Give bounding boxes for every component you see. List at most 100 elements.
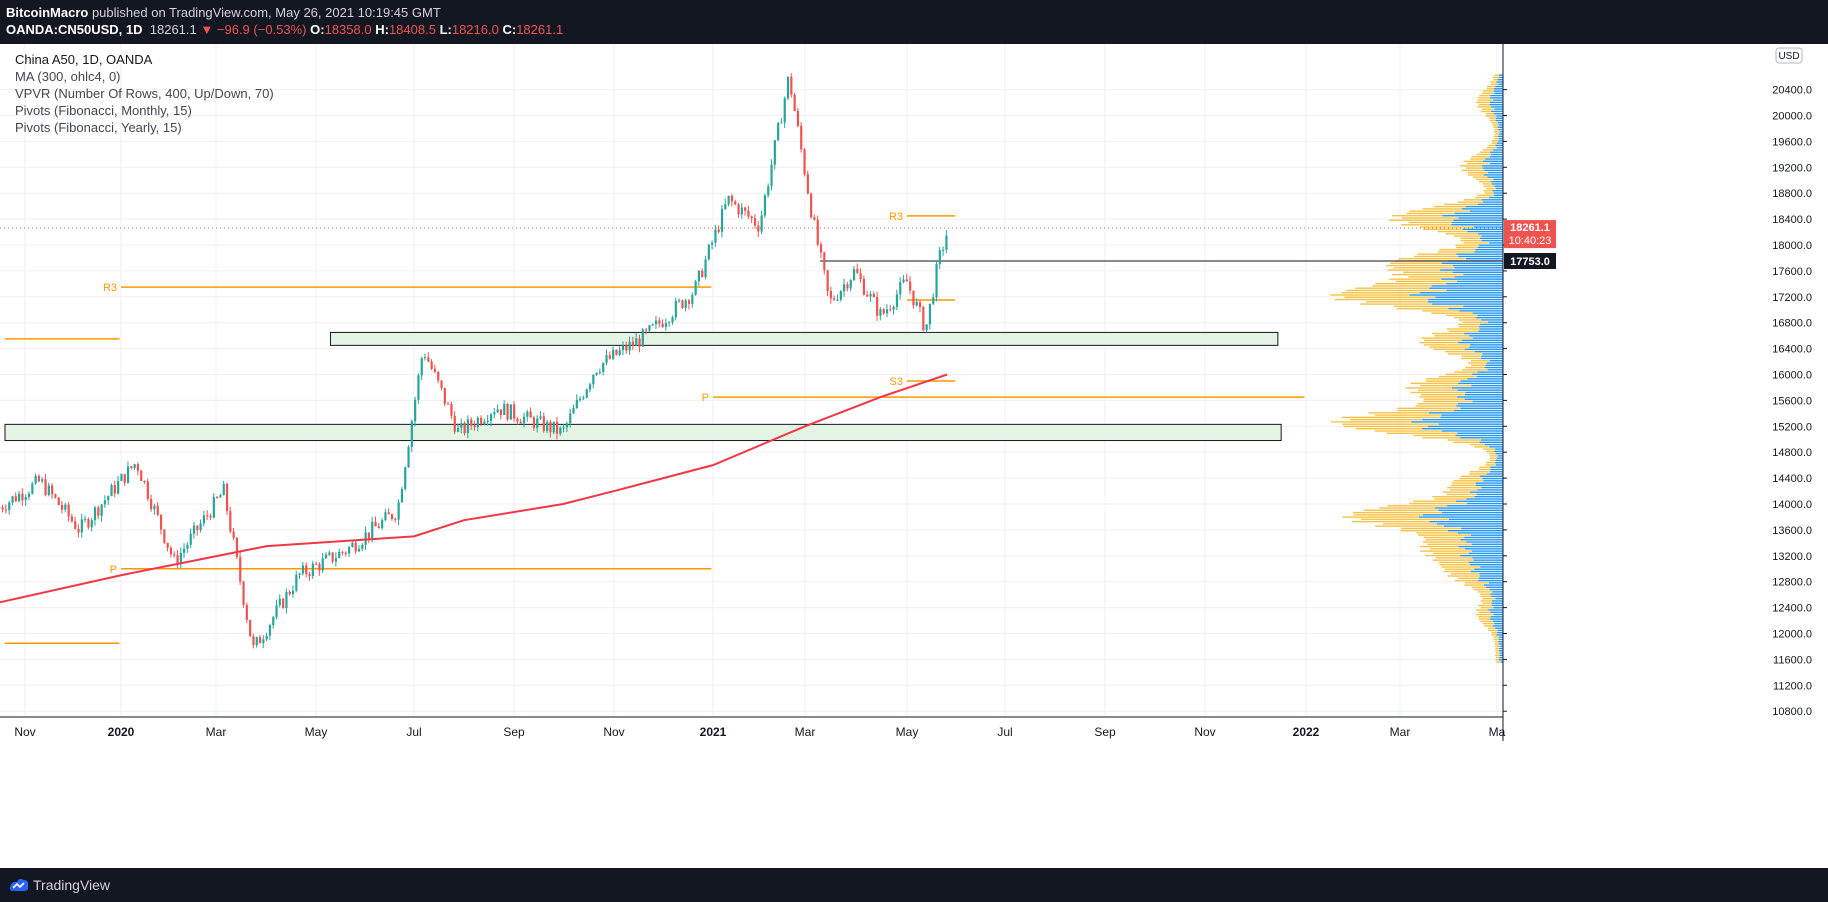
volume-profile-bar-up [1500, 645, 1503, 647]
candle-body [734, 201, 737, 205]
candle-body [90, 520, 93, 528]
candle-body [113, 484, 116, 494]
volume-profile-bar-up [1476, 316, 1503, 319]
volume-profile-bar-up [1457, 532, 1503, 534]
high-value: 18408.5 [388, 22, 436, 37]
volume-profile-bar-up [1499, 74, 1503, 76]
volume-profile-bar-up [1409, 294, 1503, 296]
volume-profile-bar-down [1491, 140, 1499, 142]
price-tick-label: 13200.0 [1772, 551, 1812, 563]
volume-profile-bar-up [1494, 185, 1503, 187]
candle-body [189, 533, 192, 545]
candle-body [678, 300, 681, 302]
pivot-label: R3 [103, 282, 117, 294]
volume-profile-bar-down [1434, 335, 1470, 337]
candle-body [225, 483, 229, 512]
volume-profile-bar-up [1469, 335, 1503, 337]
volume-profile-bar-up [1432, 303, 1503, 305]
candle-body [159, 514, 163, 530]
volume-profile-bar-up [1441, 278, 1503, 280]
support-zone[interactable] [329, 331, 1279, 346]
candle-body [559, 427, 562, 434]
volume-profile-bar-up [1493, 178, 1503, 181]
open-value: 18358.0 [324, 22, 372, 37]
time-tick-label: Mar [795, 725, 816, 739]
legend-indicator-vpvr[interactable]: VPVR (Number Of Rows, 400, Up/Down, 70) [15, 86, 274, 101]
volume-profile-bar-down [1344, 296, 1436, 298]
volume-profile-bar-up [1499, 652, 1503, 654]
volume-profile-bar-up [1456, 405, 1503, 407]
chart-area[interactable]: R3 P P R3 S3 10800.0 11200.0 11600.0 12000.0 1240… [0, 44, 1828, 868]
volume-profile-bar-down [1425, 380, 1461, 382]
currency-badge[interactable] [1775, 47, 1803, 64]
volume-profile-bar-up [1493, 607, 1503, 609]
volume-profile-bar-up [1491, 183, 1503, 185]
volume-profile-bar-up [1489, 360, 1503, 362]
volume-profile-bar-up [1489, 156, 1503, 158]
candle-body [905, 279, 908, 282]
volume-profile-bar-up [1470, 344, 1503, 346]
candle-body [852, 268, 856, 281]
candle-body [836, 299, 839, 301]
volume-profile-bar-up [1486, 362, 1503, 364]
candle-body [420, 358, 423, 376]
volume-profile-bar-up [1481, 165, 1503, 167]
volume-profile-bar-down [1410, 391, 1466, 394]
volume-profile-bar-down [1489, 455, 1498, 457]
volume-profile-bar-down [1453, 441, 1480, 444]
volume-profile-bar-down [1420, 226, 1474, 228]
volume-profile-bar-up [1466, 498, 1503, 500]
volume-profile-bar-up [1479, 573, 1503, 575]
volume-profile-bar-down [1482, 448, 1496, 450]
volume-profile-bar-down [1493, 131, 1500, 133]
candle-body [110, 484, 113, 497]
volume-profile-bar-down [1482, 622, 1495, 625]
volume-profile-bar-up [1474, 496, 1503, 498]
volume-profile-bar-down [1414, 255, 1459, 258]
last-price-badge [1504, 220, 1556, 249]
volume-profile-bar-up [1481, 235, 1503, 237]
price-tick-label: 12800.0 [1772, 577, 1812, 589]
volume-profile-bar-down [1466, 162, 1490, 165]
volume-profile-bar-up [1491, 602, 1503, 604]
candle-body [539, 416, 542, 419]
legend-indicator-ma[interactable]: MA (300, ohlc4, 0) [15, 69, 121, 84]
volume-profile-bar-up [1500, 661, 1503, 663]
candle-body [136, 464, 140, 471]
candle-body [628, 341, 631, 351]
candle-body [707, 244, 710, 260]
volume-profile-bar-up [1460, 437, 1503, 439]
candle-body [803, 149, 806, 175]
pivot-label: P [110, 564, 117, 576]
volume-profile-bar-down [1423, 398, 1465, 400]
volume-profile-bar-down [1491, 142, 1497, 144]
footer-brand[interactable]: TradingView [33, 877, 111, 893]
candle-body [216, 496, 219, 498]
price-chart[interactable]: R3 P P R3 S3 10800.0 11200.0 11600.0 12000.0 1240… [0, 44, 1828, 868]
support-zone[interactable] [4, 423, 1282, 442]
volume-profile-bar-down [1493, 126, 1498, 129]
legend-indicator-pivots-monthly[interactable]: Pivots (Fibonacci, Monthly, 15) [15, 103, 192, 118]
volume-profile-bar-down [1459, 477, 1483, 480]
volume-profile-bar-down [1494, 74, 1500, 76]
volume-profile-bar-up [1490, 466, 1503, 468]
candle-body [912, 290, 915, 306]
candle-body [909, 281, 912, 291]
legend-indicator-pivots-yearly[interactable]: Pivots (Fibonacci, Yearly, 15) [15, 120, 182, 135]
volume-profile-bar-down [1495, 652, 1500, 654]
volume-profile-bar-up [1488, 609, 1503, 611]
volume-profile-bar-up [1469, 346, 1503, 348]
candle-body [354, 542, 357, 552]
candle-body [945, 235, 948, 250]
volume-profile-bar-down [1423, 541, 1467, 543]
volume-profile-bar-up [1486, 473, 1503, 475]
candle-body [374, 521, 377, 527]
candle-body [918, 301, 922, 307]
volume-profile-bar-up [1489, 97, 1503, 99]
volume-profile-bar-down [1445, 373, 1473, 376]
candle-body [846, 284, 849, 289]
candle-body [34, 476, 37, 484]
moving-average-line[interactable] [0, 373, 948, 608]
last-price-label: 18261.1 [1510, 222, 1550, 234]
author-name[interactable]: BitcoinMacro [6, 5, 89, 20]
